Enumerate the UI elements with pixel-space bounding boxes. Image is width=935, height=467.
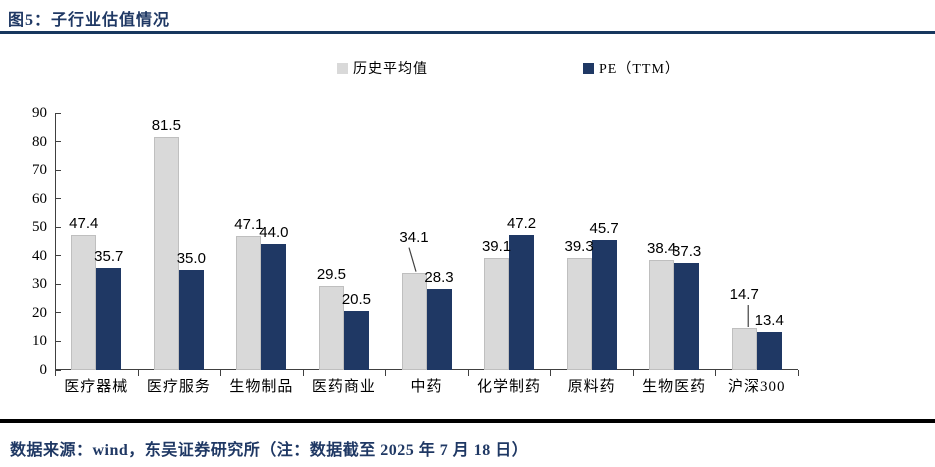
x-axis-label: 医疗器械 [64,379,129,395]
y-axis-tick [55,340,61,342]
legend: 历史平均值 PE（TTM） [0,58,935,77]
x-axis-tick [302,370,304,376]
y-axis-tick [55,283,61,285]
y-axis-label: 80 [32,133,47,150]
y-axis-tick [55,255,61,257]
x-axis-label: 生物医药 [642,379,707,395]
bar-pe-ttm [261,244,287,370]
bar-history-avg [484,258,510,370]
y-axis-tick [55,198,61,200]
bar-pe-ttm [674,263,700,370]
bar-pe-ttm [509,235,535,370]
x-axis-tick [798,370,799,376]
legend-swatch-history-avg-icon [337,62,348,74]
y-axis-label: 40 [32,247,47,264]
bar-history-avg [566,257,592,370]
x-axis-tick [55,370,56,376]
value-label: 81.5 [151,117,181,135]
y-axis-tick [55,112,61,114]
value-label: 35.0 [176,250,206,268]
value-label: 34.1 [399,228,429,246]
bar-history-avg [153,137,179,370]
bar-history-avg [318,285,344,370]
y-axis-tick [55,369,61,371]
y-axis-tick [55,169,61,171]
x-axis-tick [137,370,139,376]
footer-rule [0,419,935,423]
value-label: 28.3 [424,269,454,287]
bar-pe-ttm [178,270,204,370]
x-axis-tick [715,370,717,376]
value-label: 35.7 [94,248,124,266]
value-label: 38.4 [647,240,677,258]
y-axis-tick [55,226,61,228]
source-note: 数据来源：wind，东吴证券研究所（注：数据截至 2025 年 7 月 18 日… [10,442,529,459]
x-axis-label: 医药商业 [311,379,376,395]
y-axis-tick [55,312,61,314]
bar-pe-ttm [343,311,369,370]
bar-history-avg [731,328,757,370]
bar-pe-ttm [591,239,617,370]
y-axis-label: 30 [32,276,47,293]
value-label: 20.5 [341,291,372,309]
value-label: 39.1 [481,238,512,256]
y-axis-label: 90 [32,105,47,121]
value-label: 37.3 [672,243,702,261]
x-axis-tick [550,370,552,376]
bar-history-avg [236,235,262,370]
x-axis-tick [467,370,469,376]
bar-pe-ttm [756,331,782,370]
bar-history-avg [71,234,97,370]
legend-label-pe-ttm: PE（TTM） [599,62,680,77]
y-axis-label: 10 [32,333,47,350]
x-axis-label: 原料药 [567,379,616,395]
bar-history-avg [649,260,675,370]
legend-label-history-avg: 历史平均值 [353,62,428,77]
value-label: 14.7 [729,286,759,304]
bar-pe-ttm [426,289,452,370]
x-axis-tick [385,370,387,376]
value-label: 47.1 [234,215,264,233]
y-axis-label: 50 [32,219,47,236]
x-axis-label: 医疗服务 [146,379,211,395]
y-axis-label: 70 [32,162,47,179]
y-axis-label: 20 [32,304,47,321]
value-label: 47.2 [506,215,537,233]
x-axis-tick [220,370,222,376]
legend-item-history-avg: 历史平均值 [337,58,428,78]
legend-swatch-pe-ttm-icon [583,62,594,74]
x-axis-label: 沪深300 [727,379,786,395]
value-label: 47.4 [69,214,99,232]
legend-item-pe-ttm: PE（TTM） [583,58,680,78]
value-label: 39.3 [564,237,594,255]
x-axis-tick [632,370,634,376]
bar-pe-ttm [96,268,122,370]
title-rule [0,31,935,34]
y-axis-label: 0 [39,362,48,378]
value-label: 44.0 [259,224,289,242]
value-label: 13.4 [754,311,784,329]
y-axis-label: 60 [32,190,47,207]
figure-title: 图5：子行业估值情况 [8,12,171,29]
x-axis-label: 化学制药 [477,379,542,395]
bar-history-avg [401,272,427,370]
y-axis-tick [55,141,61,143]
x-axis-label: 中药 [410,379,443,395]
value-label: 29.5 [316,265,347,283]
x-axis-label: 生物制品 [229,379,294,395]
value-label: 45.7 [589,219,619,237]
